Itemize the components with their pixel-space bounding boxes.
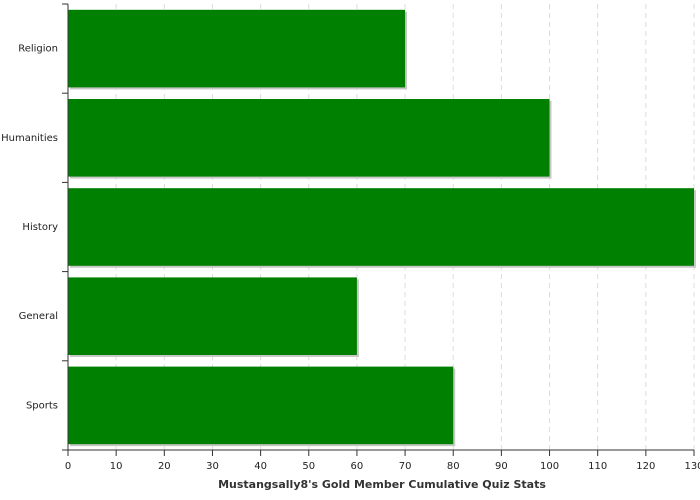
x-tick-label: 120 [636, 461, 655, 472]
x-tick-label: 50 [302, 461, 315, 472]
x-tick-label: 30 [206, 461, 219, 472]
x-tick-label: 110 [588, 461, 607, 472]
x-tick-label: 90 [495, 461, 508, 472]
bar [68, 366, 454, 445]
bar [68, 98, 550, 177]
x-tick-label: 40 [254, 461, 267, 472]
x-tick-label: 0 [65, 461, 71, 472]
y-tick-label: History [22, 222, 58, 233]
bar [68, 9, 406, 88]
bar [68, 188, 694, 266]
x-tick-label: 10 [110, 461, 123, 472]
y-tick-label: Humanities [1, 133, 58, 144]
bar [68, 277, 357, 356]
x-tick-label: 70 [399, 461, 412, 472]
y-tick-label: Sports [26, 400, 58, 411]
x-tick-label: 80 [447, 461, 460, 472]
y-tick-label: General [19, 311, 58, 322]
y-tick-label: Religion [18, 44, 58, 55]
x-tick-label: 20 [158, 461, 171, 472]
x-tick-label: 60 [351, 461, 364, 472]
x-axis-title: Mustangsally8's Gold Member Cumulative Q… [218, 478, 546, 491]
x-tick-label: 100 [540, 461, 559, 472]
x-tick-label: 130 [684, 461, 700, 472]
